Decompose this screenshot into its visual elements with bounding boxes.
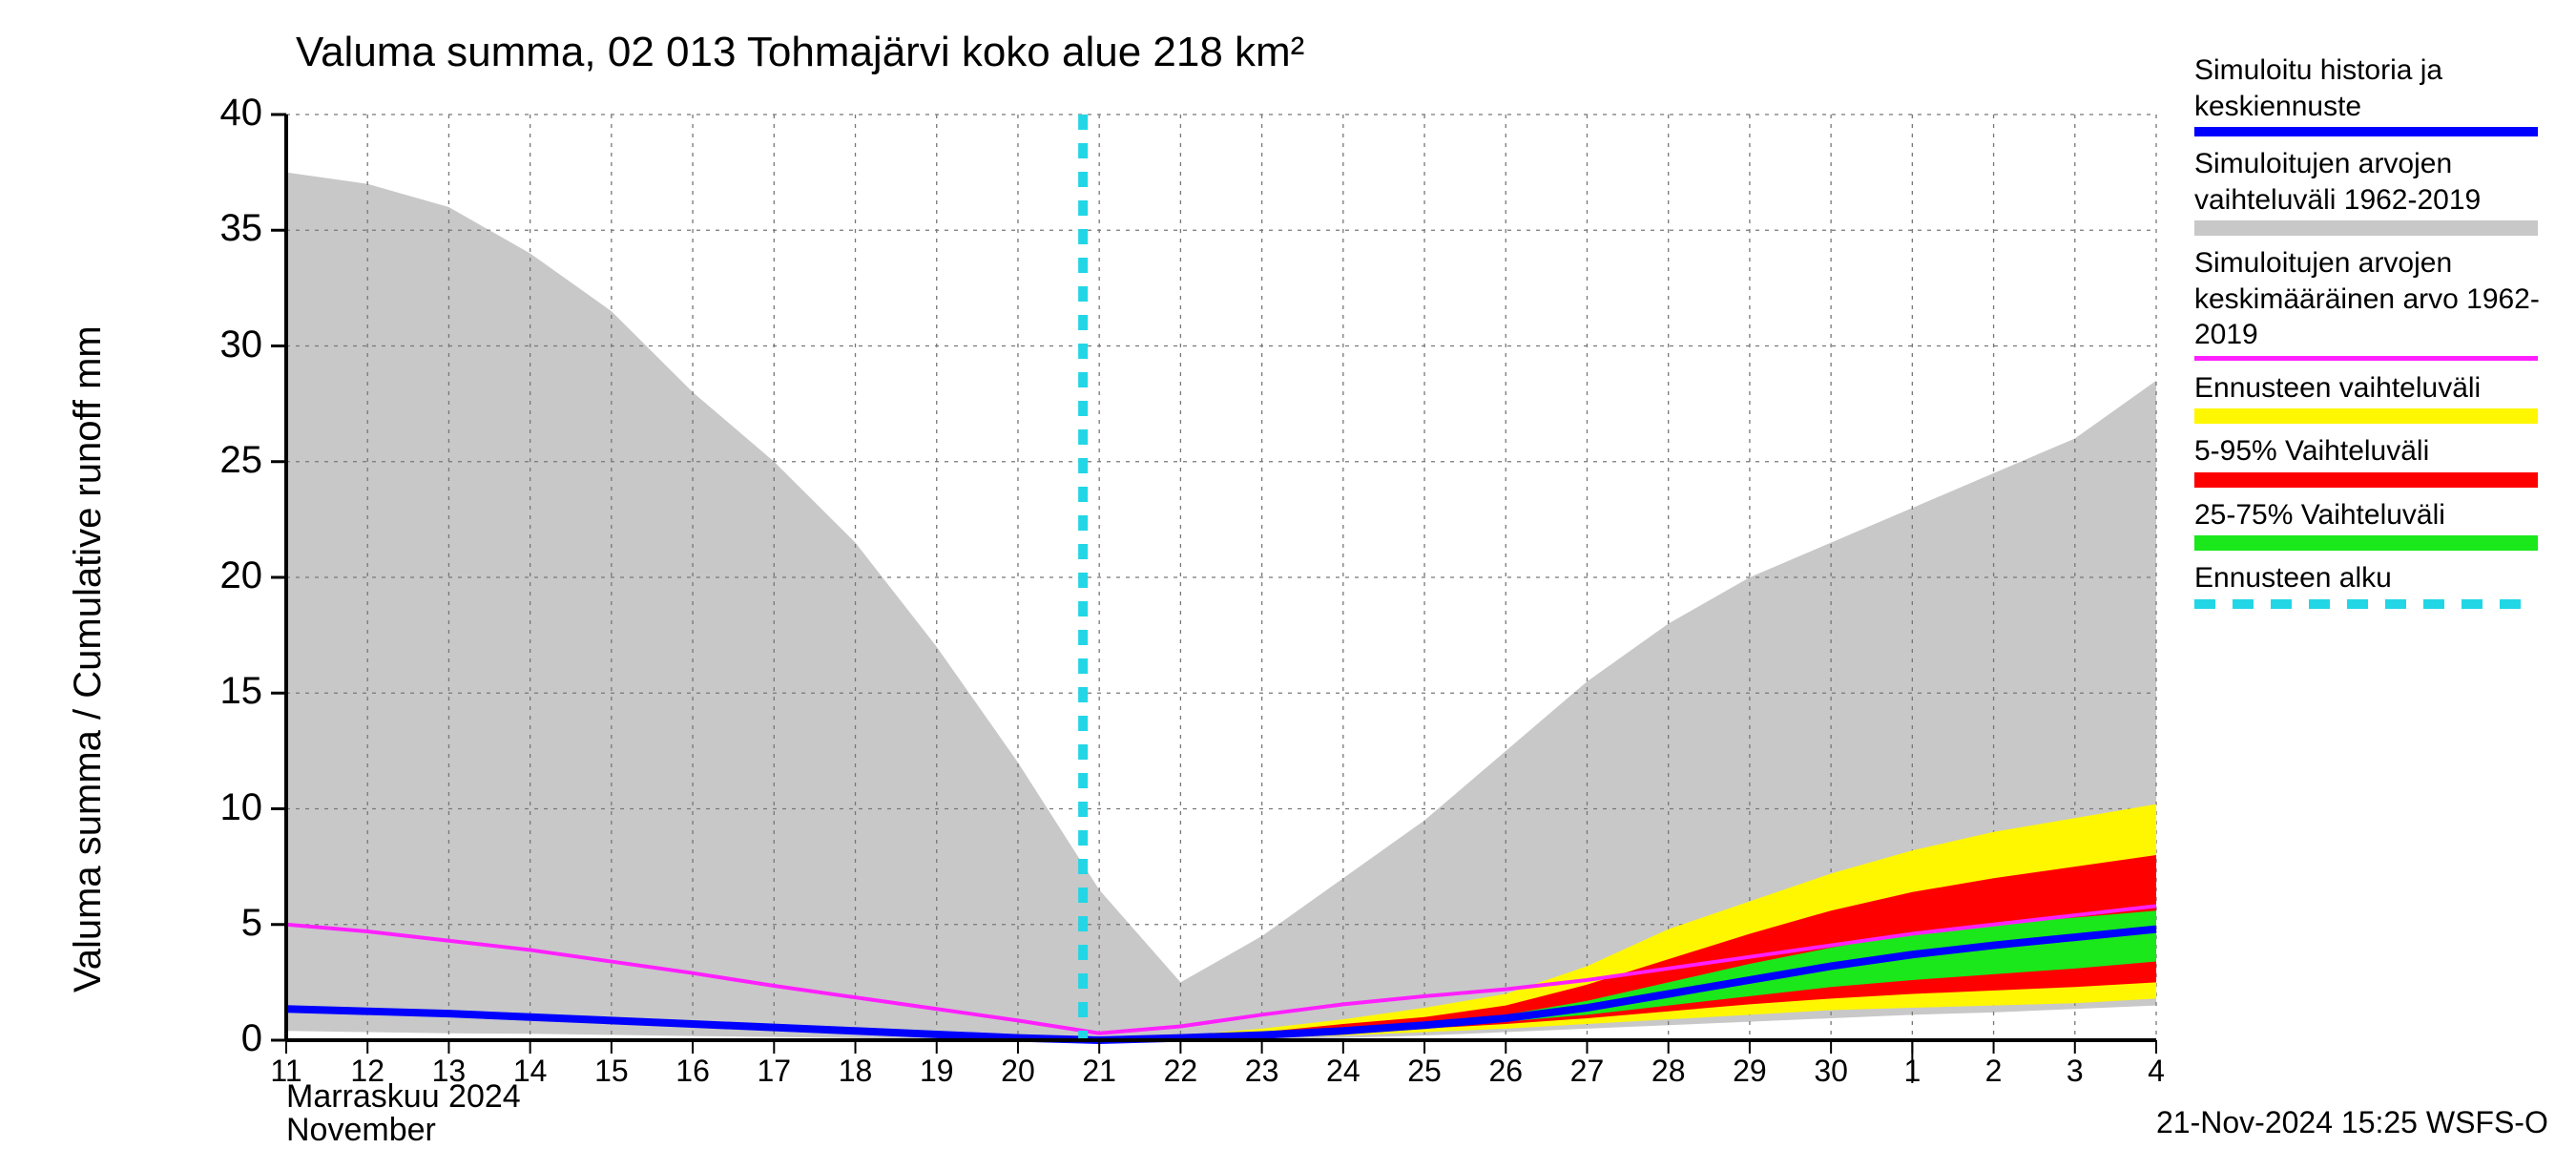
xtick-label: 4	[2132, 1054, 2180, 1089]
ytick-label: 25	[196, 439, 262, 482]
xtick-label: 26	[1482, 1054, 1529, 1089]
xtick-label: 15	[588, 1054, 635, 1089]
xtick-label: 22	[1156, 1054, 1204, 1089]
legend-blue: Simuloitu historia ja keskiennuste	[2194, 52, 2557, 136]
xtick-label: 20	[994, 1054, 1042, 1089]
xtick-label: 28	[1645, 1054, 1693, 1089]
xtick-label: 19	[913, 1054, 961, 1089]
legend-red: 5-95% Vaihteluväli	[2194, 433, 2557, 488]
xtick-label: 18	[832, 1054, 880, 1089]
xtick-label: 25	[1401, 1054, 1448, 1089]
xtick-label: 3	[2051, 1054, 2099, 1089]
legend-swatch	[2194, 127, 2538, 136]
y-axis-label: Valuma summa / Cumulative runoff mm	[67, 325, 110, 992]
legend-label: Simuloitujen arvojen keskimääräinen arvo…	[2194, 245, 2557, 353]
legend-swatch	[2194, 220, 2538, 236]
legend-swatch	[2194, 599, 2538, 609]
legend-label: Simuloitu historia ja keskiennuste	[2194, 52, 2557, 124]
ytick-label: 30	[196, 324, 262, 366]
legend-label: Simuloitujen arvojen vaihteluväli 1962-2…	[2194, 146, 2557, 218]
month-label-en: November	[286, 1112, 436, 1149]
ytick-label: 35	[196, 207, 262, 250]
xtick-label: 21	[1075, 1054, 1123, 1089]
legend-yellow: Ennusteen vaihteluväli	[2194, 370, 2557, 425]
legend-label: 5-95% Vaihteluväli	[2194, 433, 2557, 470]
legend-label: Ennusteen alku	[2194, 560, 2557, 596]
plot-svg	[0, 0, 2576, 1145]
legend-swatch	[2194, 535, 2538, 551]
xtick-label: 30	[1807, 1054, 1855, 1089]
ytick-label: 20	[196, 554, 262, 597]
legend-swatch	[2194, 356, 2538, 361]
xtick-label: 24	[1319, 1054, 1367, 1089]
xtick-label: 2	[1970, 1054, 2018, 1089]
timestamp-label: 21-Nov-2024 15:25 WSFS-O	[2156, 1105, 2548, 1140]
month-label-fi: Marraskuu 2024	[286, 1078, 521, 1116]
xtick-label: 17	[750, 1054, 798, 1089]
xtick-label: 16	[669, 1054, 717, 1089]
chart-title: Valuma summa, 02 013 Tohmajärvi koko alu…	[296, 29, 1304, 76]
xtick-label: 23	[1238, 1054, 1286, 1089]
legend-green: 25-75% Vaihteluväli	[2194, 497, 2557, 552]
xtick-label: 1	[1888, 1054, 1936, 1089]
legend: Simuloitu historia ja keskiennuste Simulo…	[2194, 52, 2557, 618]
ytick-label: 40	[196, 92, 262, 135]
legend-label: Ennusteen vaihteluväli	[2194, 370, 2557, 407]
legend-swatch	[2194, 408, 2538, 424]
legend-magenta: Simuloitujen arvojen keskimääräinen arvo…	[2194, 245, 2557, 361]
ytick-label: 5	[196, 902, 262, 945]
xtick-label: 29	[1726, 1054, 1774, 1089]
xtick-label: 27	[1563, 1054, 1610, 1089]
ytick-label: 10	[196, 786, 262, 829]
legend-label: 25-75% Vaihteluväli	[2194, 497, 2557, 533]
legend-gray: Simuloitujen arvojen vaihteluväli 1962-2…	[2194, 146, 2557, 236]
ytick-label: 0	[196, 1017, 262, 1060]
ytick-label: 15	[196, 670, 262, 713]
chart-container: Valuma summa, 02 013 Tohmajärvi koko alu…	[0, 0, 2576, 1145]
legend-swatch	[2194, 472, 2538, 488]
legend-cyan: Ennusteen alku	[2194, 560, 2557, 609]
